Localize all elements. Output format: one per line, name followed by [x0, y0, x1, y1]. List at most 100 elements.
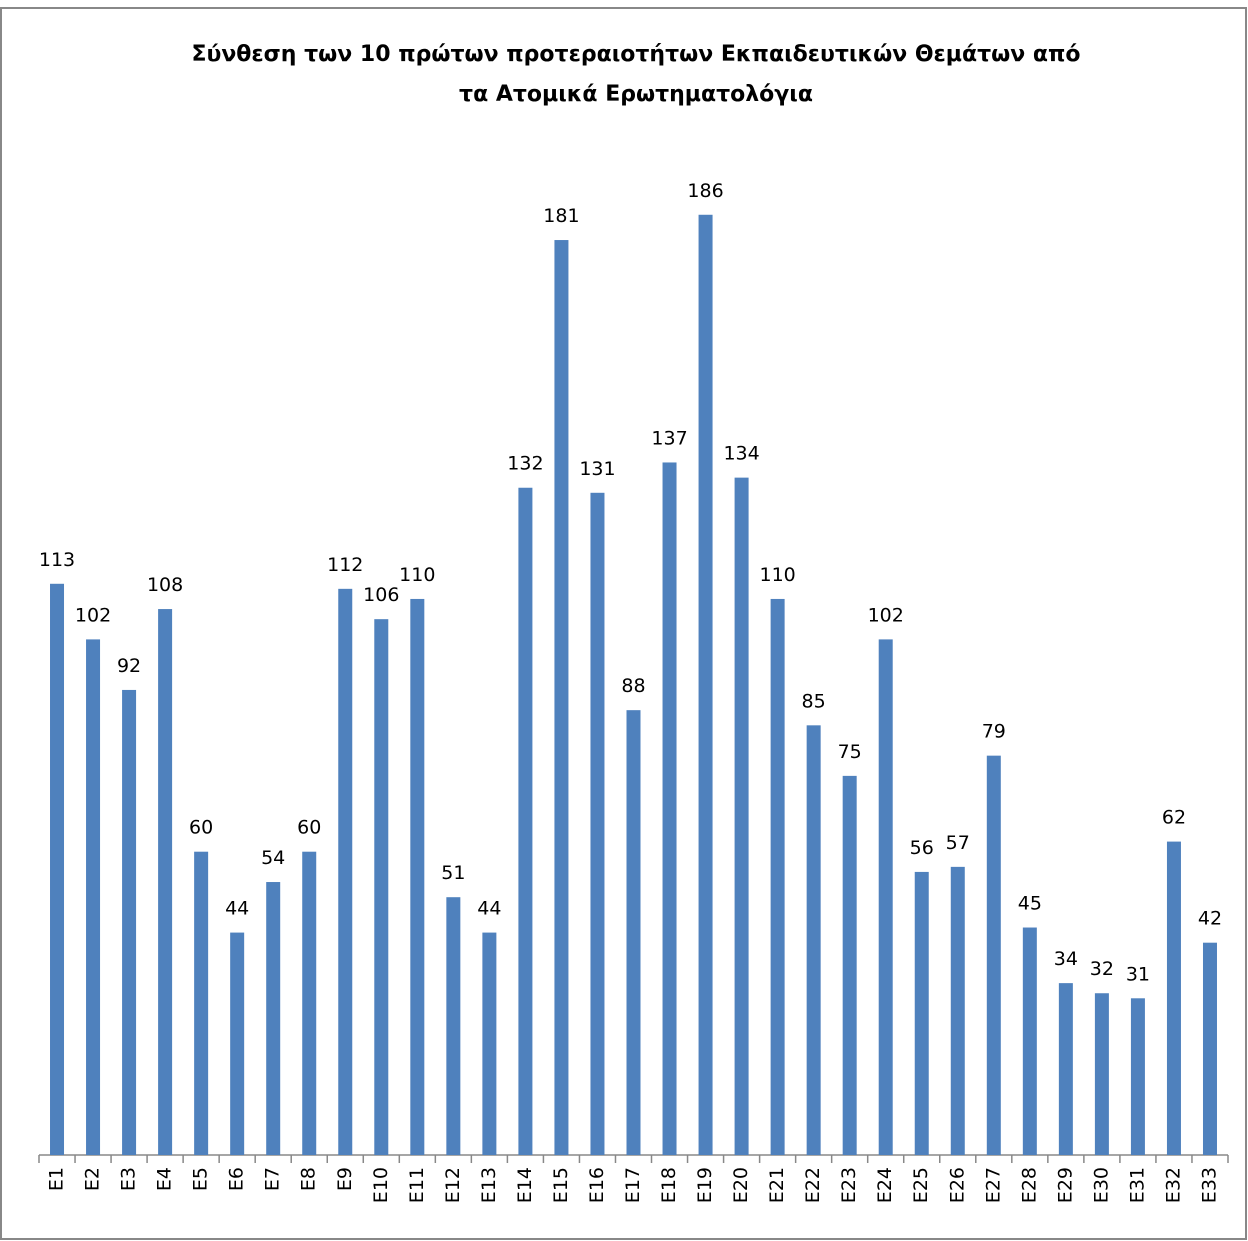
- value-label: 62: [1162, 807, 1186, 829]
- bar: [122, 689, 137, 1155]
- value-label: 132: [507, 453, 543, 475]
- bar: [482, 932, 497, 1155]
- x-tick-label: E24: [874, 1167, 896, 1203]
- value-label: 102: [75, 604, 111, 626]
- x-tick-label: E2: [82, 1167, 104, 1191]
- chart-border: [0, 7, 1247, 1240]
- value-label: 31: [1126, 963, 1150, 985]
- x-tick-label: E18: [658, 1167, 680, 1203]
- value-label: 112: [327, 554, 363, 576]
- x-tick-label: E19: [694, 1167, 716, 1203]
- bar: [374, 619, 389, 1155]
- x-tick-label: E23: [838, 1167, 860, 1203]
- x-tick-label: E17: [622, 1167, 644, 1203]
- value-label: 57: [946, 832, 970, 854]
- value-label: 110: [759, 564, 795, 586]
- bar: [302, 851, 317, 1155]
- bar: [158, 609, 173, 1155]
- bar: [986, 755, 1001, 1155]
- value-label: 113: [39, 549, 75, 571]
- x-tick-label: E32: [1162, 1167, 1184, 1203]
- x-tick-label: E20: [730, 1167, 752, 1203]
- bar: [590, 492, 605, 1155]
- x-tick-label: E15: [550, 1167, 572, 1203]
- x-tick-label: E21: [766, 1167, 788, 1203]
- value-label: 60: [297, 817, 321, 839]
- value-label: 75: [838, 741, 862, 763]
- x-tick-label: E12: [442, 1167, 464, 1203]
- bar: [86, 639, 101, 1155]
- bar: [734, 477, 749, 1155]
- value-label: 60: [189, 817, 213, 839]
- bar: [1094, 993, 1109, 1155]
- bar: [338, 588, 353, 1155]
- bar: [950, 866, 965, 1155]
- bar: [446, 897, 461, 1155]
- chart-title: τα Ατομικά Ερωτηματολόγια: [459, 82, 813, 107]
- x-tick-label: E28: [1018, 1167, 1040, 1203]
- bar: [410, 598, 425, 1155]
- value-label: 131: [579, 458, 615, 480]
- value-label: 51: [441, 862, 465, 884]
- x-tick-label: E10: [370, 1167, 392, 1203]
- bar: [662, 462, 677, 1156]
- x-tick-label: E33: [1198, 1167, 1220, 1203]
- value-label: 79: [982, 721, 1006, 743]
- value-label: 110: [399, 564, 435, 586]
- value-label: 106: [363, 584, 399, 606]
- x-tick-label: E31: [1126, 1167, 1148, 1203]
- x-tick-label: E4: [154, 1167, 176, 1191]
- x-tick-label: E22: [802, 1167, 824, 1203]
- x-tick-label: E8: [298, 1167, 320, 1191]
- value-label: 108: [147, 574, 183, 596]
- value-label: 186: [687, 180, 723, 202]
- x-tick-label: E25: [910, 1167, 932, 1203]
- bar: [194, 851, 209, 1155]
- x-tick-label: E6: [226, 1167, 248, 1191]
- bar: [1166, 841, 1181, 1155]
- bar: [1058, 983, 1073, 1155]
- x-tick-label: E27: [982, 1167, 1004, 1203]
- x-tick-label: E7: [262, 1167, 284, 1191]
- bar: [50, 583, 65, 1155]
- bar: [1022, 927, 1037, 1155]
- bar: [770, 598, 785, 1155]
- bar: [698, 214, 713, 1155]
- chart-title: Σύνθεση των 10 πρώτων προτεραιοτήτων Εκπ…: [191, 42, 1080, 67]
- value-label: 44: [225, 898, 249, 920]
- value-label: 137: [651, 427, 687, 449]
- x-tick-label: E11: [406, 1167, 428, 1203]
- bar: [518, 487, 533, 1155]
- bar: [842, 775, 857, 1155]
- value-label: 45: [1018, 893, 1042, 915]
- value-label: 134: [723, 443, 759, 465]
- bar: [266, 882, 281, 1155]
- value-label: 32: [1090, 958, 1114, 980]
- x-tick-label: E9: [334, 1167, 356, 1191]
- x-tick-label: E5: [190, 1167, 212, 1191]
- value-label: 56: [910, 837, 934, 859]
- bar: [914, 871, 929, 1155]
- x-tick-label: E29: [1054, 1167, 1076, 1203]
- x-tick-label: E30: [1090, 1167, 1112, 1203]
- value-label: 181: [543, 205, 579, 227]
- bar: [230, 932, 245, 1155]
- bar: [878, 639, 893, 1155]
- value-label: 54: [261, 847, 285, 869]
- value-label: 44: [477, 898, 501, 920]
- x-tick-label: E26: [946, 1167, 968, 1203]
- value-label: 102: [868, 604, 904, 626]
- bar: [806, 725, 821, 1155]
- x-tick-label: E1: [46, 1167, 68, 1191]
- value-label: 88: [621, 675, 645, 697]
- value-label: 42: [1198, 908, 1222, 930]
- x-tick-label: E3: [118, 1167, 140, 1191]
- bar: [554, 240, 569, 1156]
- bar: [1130, 998, 1145, 1155]
- x-tick-label: E14: [514, 1167, 536, 1203]
- bar: [626, 710, 641, 1155]
- x-tick-label: E16: [586, 1167, 608, 1203]
- value-label: 85: [802, 690, 826, 712]
- bar: [1202, 942, 1217, 1155]
